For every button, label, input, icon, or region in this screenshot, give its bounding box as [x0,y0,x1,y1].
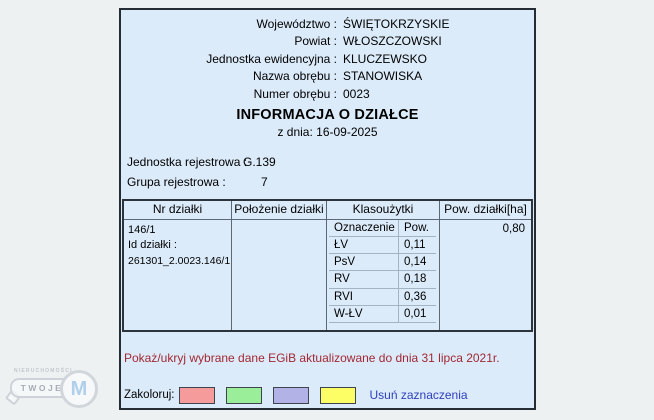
landuse-class: RVI [329,288,399,306]
header-row-precinct-number: Numer obrębu : 0023 [121,86,534,103]
col-header-parcel-number: Nr działki [124,201,231,220]
registry-unit-label: Jednostka rejestrowa : [127,155,248,169]
color-swatch-red[interactable] [178,386,215,404]
parcel-number: 146/1 [128,223,156,236]
landuse-class: ŁV [329,236,399,255]
registry-group-row: Grupa rejestrowa : 7 [127,173,276,193]
landuse-area: 0,18 [399,271,436,289]
registry-group-label: Grupa rejestrowa : [127,174,226,189]
landuse-class: W-ŁV [329,305,399,324]
landuse-area: 0,01 [399,306,436,324]
header-row-voivodeship: Województwo : ŚWIĘTOKRZYSKIE [121,16,534,33]
precinct-number-label: Numer obrębu : [253,86,337,101]
unit-value: KLUCZEWSKO [343,51,428,66]
unit-label: Jednostka ewidencyjna : [206,51,337,66]
landuse-class: PsV [329,254,399,272]
report-date: z dnia: 16-09-2025 [277,125,378,139]
county-value: WŁOSZCZOWSKI [343,34,442,49]
precinct-number-value: 0023 [343,86,370,101]
watermark-small-text: NIERUCHOMOŚCI [14,368,73,374]
registry-unit-value: G.139 [243,155,276,169]
parcel-location-cell [231,219,326,330]
agency-watermark: NIERUCHOMOŚCI TWOJE M [4,362,108,418]
colorize-label: Zakoloruj: [124,389,175,401]
col-header-area: Pow. działki[ha] [439,201,531,220]
landuse-class: RV [329,271,399,289]
parcel-area-cell: 0,80 [439,219,531,330]
landuse-cell: Oznaczenie Pow. ŁV 0,11 PsV 0,14 RV 0,18… [326,219,439,330]
header-row-precinct-name: Nazwa obrębu : STANOWISKA [121,68,534,85]
precinct-name-label: Nazwa obrębu : [252,69,337,84]
color-swatch-green[interactable] [225,386,262,404]
landuse-subheader-designation: Oznaczenie [329,219,399,237]
precinct-name-value: STANOWISKA [343,69,423,84]
registry-section: Jednostka rejestrowa : G.139 Grupa rejes… [127,153,276,192]
county-label: Powiat : [294,34,337,49]
colorize-toolbar: Zakoloruj: Usuń zaznaczenia [124,384,529,406]
clear-selection-link[interactable]: Usuń zaznaczenia [369,388,468,402]
voivodeship-label: Województwo : [256,17,337,31]
registry-unit-row: Jednostka rejestrowa : G.139 [127,153,276,173]
parcel-id-label: Id działki : [128,239,177,251]
col-header-location: Położenie działki [231,201,326,220]
voivodeship-value: ŚWIĘTOKRZYSKIE [343,17,450,31]
col-header-landuse: Klasoużytki [326,201,439,220]
landuse-area: 0,14 [399,254,436,272]
logo-badge-m: M [60,370,98,408]
egib-toggle-link[interactable]: Pokaż/ukryj wybrane dane EGiB aktualizow… [124,351,500,365]
header-row-unit: Jednostka ewidencyjna : KLUCZEWSKO [121,51,534,68]
admin-header: Województwo : ŚWIĘTOKRZYSKIE Powiat : WŁ… [121,16,534,103]
parcel-id: 261301_2.0023.146/1 [128,254,231,267]
landuse-area: 0,11 [399,237,436,255]
page-title: INFORMACJA O DZIAŁCE [236,107,419,123]
landuse-area: 0,36 [399,289,436,306]
parcel-number-cell: 146/1 Id działki : 261301_2.0023.146/1 [124,220,231,330]
header-row-county: Powiat : WŁOSZCZOWSKI [121,33,534,50]
landuse-subheader-area: Pow. [399,220,436,237]
registry-group-value: 7 [261,174,268,189]
parcel-info-panel: Województwo : ŚWIĘTOKRZYSKIE Powiat : WŁ… [119,8,536,410]
color-swatch-purple[interactable] [272,386,309,404]
parcel-table: Nr działki Położenie działki Klasoużytki… [122,199,533,332]
color-swatch-yellow[interactable] [319,386,356,404]
landuse-subtable: Oznaczenie Pow. ŁV 0,11 PsV 0,14 RV 0,18… [327,219,439,324]
